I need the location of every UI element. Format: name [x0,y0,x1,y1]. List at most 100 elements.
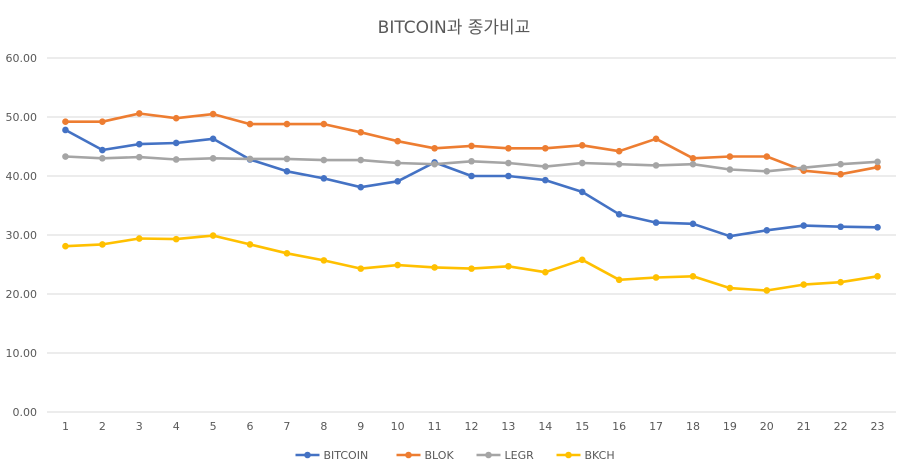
data-point [246,155,254,163]
x-tick-label: 12 [465,420,479,433]
x-axis-ticks: 1 2 3 4 5 6 7 8 9 10 11 12 13 14 15 16 17 18 19 20 21 22 23 [62,420,885,433]
x-tick-label: 13 [501,420,515,433]
data-point [135,153,143,161]
data-point [246,120,254,128]
data-point [468,172,475,180]
data-point [99,118,106,126]
data-point [62,242,69,250]
data-point [800,222,808,229]
x-tick-label: 10 [391,420,405,433]
legend-label: BLOK [425,449,455,462]
data-point [763,287,771,294]
data-point [283,167,291,175]
data-point [320,120,328,128]
chart-title: BITCOIN과 종가비교 [378,18,531,38]
legend-item-bitcoin: BITCOIN [295,449,368,462]
data-point [62,126,69,134]
data-point [357,183,365,191]
data-point [99,241,106,248]
series-blok [62,110,881,178]
data-point [357,265,365,272]
data-point [394,178,401,185]
y-tick-label: 0.00 [13,406,38,419]
data-point [615,160,623,168]
data-point [615,147,623,155]
data-point [283,249,291,257]
series-line-bkch [64,234,879,292]
x-tick-label: 5 [210,420,217,433]
x-tick-label: 11 [428,420,442,433]
x-tick-label: 8 [320,420,327,433]
gridlines [47,57,896,413]
data-point [689,273,697,280]
data-point [62,153,69,160]
legend-label: LEGR [505,449,535,462]
x-tick-label: 1 [62,420,69,433]
data-point [431,160,438,168]
data-point [468,142,475,150]
data-point [505,172,512,180]
data-point [394,137,401,145]
data-point [99,146,106,154]
y-tick-label: 50.00 [6,111,38,124]
y-axis-ticks: 0.00 10.00 20.00 30.00 40.00 50.00 60.00 [6,52,38,419]
y-tick-label: 40.00 [6,170,38,183]
x-tick-label: 9 [357,420,364,433]
data-point [357,129,365,136]
y-tick-label: 30.00 [6,229,38,242]
data-point [652,274,660,281]
x-tick-label: 7 [283,420,290,433]
data-point [394,261,401,269]
data-point [209,135,217,143]
data-point [837,223,844,231]
x-tick-label: 21 [797,420,811,433]
x-tick-label: 14 [538,420,552,433]
data-point [874,158,881,166]
data-point [209,110,217,118]
data-point [99,155,106,162]
data-point [763,167,771,175]
data-point [726,232,734,240]
data-point [689,220,697,228]
data-point [172,235,180,243]
data-point [615,211,623,218]
x-tick-label: 3 [136,420,143,433]
data-point [431,264,438,271]
data-point [578,142,586,149]
data-point [542,163,549,170]
data-point [542,176,549,184]
data-point [394,159,401,167]
legend: BITCOIN BLOK LEGR BKCH [295,449,615,462]
x-tick-label: 23 [871,420,885,433]
x-tick-label: 2 [99,420,106,433]
data-point [135,110,143,117]
data-point [763,226,771,234]
data-point [468,265,475,272]
data-point [800,164,808,172]
legend-swatch-marker [405,451,412,459]
data-point [431,144,438,152]
data-point [505,144,512,152]
data-point [172,139,180,147]
data-point [505,262,512,270]
data-point [874,224,881,231]
series-bkch [62,232,881,294]
data-point [542,144,549,152]
data-point [172,114,180,122]
data-point [652,135,660,143]
data-point [283,120,291,128]
x-tick-label: 19 [723,420,737,433]
data-point [320,257,328,264]
x-tick-label: 16 [612,420,626,433]
data-point [689,160,697,168]
data-point [615,276,623,284]
data-point [874,273,881,280]
data-point [726,284,734,292]
series-lines [62,110,881,294]
data-point [578,159,586,167]
data-point [505,159,512,167]
data-point [726,153,734,160]
y-tick-label: 60.00 [6,52,38,65]
data-point [837,278,844,286]
